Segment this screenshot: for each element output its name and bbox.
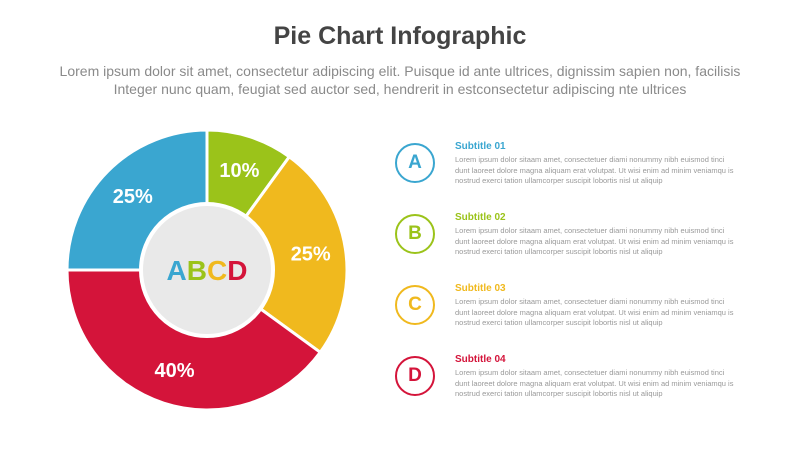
pie-chart: 10% 25% 40% 25% ABCD	[65, 128, 349, 412]
subtitle-02: Subtitle 02	[455, 212, 506, 223]
letter-circle-b: B	[395, 214, 435, 254]
description-01: Lorem ipsum dolor sitaam amet, consectet…	[455, 155, 734, 185]
center-letter-d: D	[227, 255, 247, 286]
letter-circle-a: A	[395, 143, 435, 183]
description-04: Lorem ipsum dolor sitaam amet, consectet…	[455, 368, 734, 398]
legend-item-c: C Subtitle 03 Lorem ipsum dolor sitaam a…	[393, 283, 734, 345]
slice-label-c: 40%	[155, 360, 195, 382]
page-title: Pie Chart Infographic	[273, 22, 527, 50]
center-letter-a: A	[167, 255, 187, 286]
description-03: Lorem ipsum dolor sitaam amet, consectet…	[455, 297, 734, 327]
pie-slice-b	[204, 154, 349, 355]
center-letter-b: B	[187, 255, 207, 286]
page-description: Lorem ipsum dolor sit amet, consectetur …	[0, 62, 800, 98]
description-line-2: Integer nunc quam, feugiat sed auctor se…	[113, 81, 687, 97]
legend-item-a: A Subtitle 01 Lorem ipsum dolor sitaam a…	[393, 141, 734, 203]
description-line-1: Lorem ipsum dolor sit amet, consectetur …	[59, 63, 741, 79]
pie-slice-c	[65, 268, 323, 412]
legend-item-b: B Subtitle 02 Lorem ipsum dolor sitaam a…	[393, 212, 734, 274]
letter-circle-d: D	[395, 356, 435, 396]
subtitle-04: Subtitle 04	[455, 354, 506, 365]
subtitle-03: Subtitle 03	[455, 283, 506, 294]
center-letter-c: C	[207, 255, 227, 286]
subtitle-01: Subtitle 01	[455, 141, 506, 152]
center-label: ABCD	[167, 255, 248, 286]
description-02: Lorem ipsum dolor sitaam amet, consectet…	[455, 226, 734, 256]
slice-label-d: 25%	[113, 186, 153, 208]
slice-label-b: 25%	[291, 244, 331, 266]
slice-label-a: 10%	[219, 160, 259, 182]
center-circle	[139, 202, 275, 338]
legend-item-d: D Subtitle 04 Lorem ipsum dolor sitaam a…	[393, 354, 734, 416]
letter-circle-c: C	[395, 285, 435, 325]
